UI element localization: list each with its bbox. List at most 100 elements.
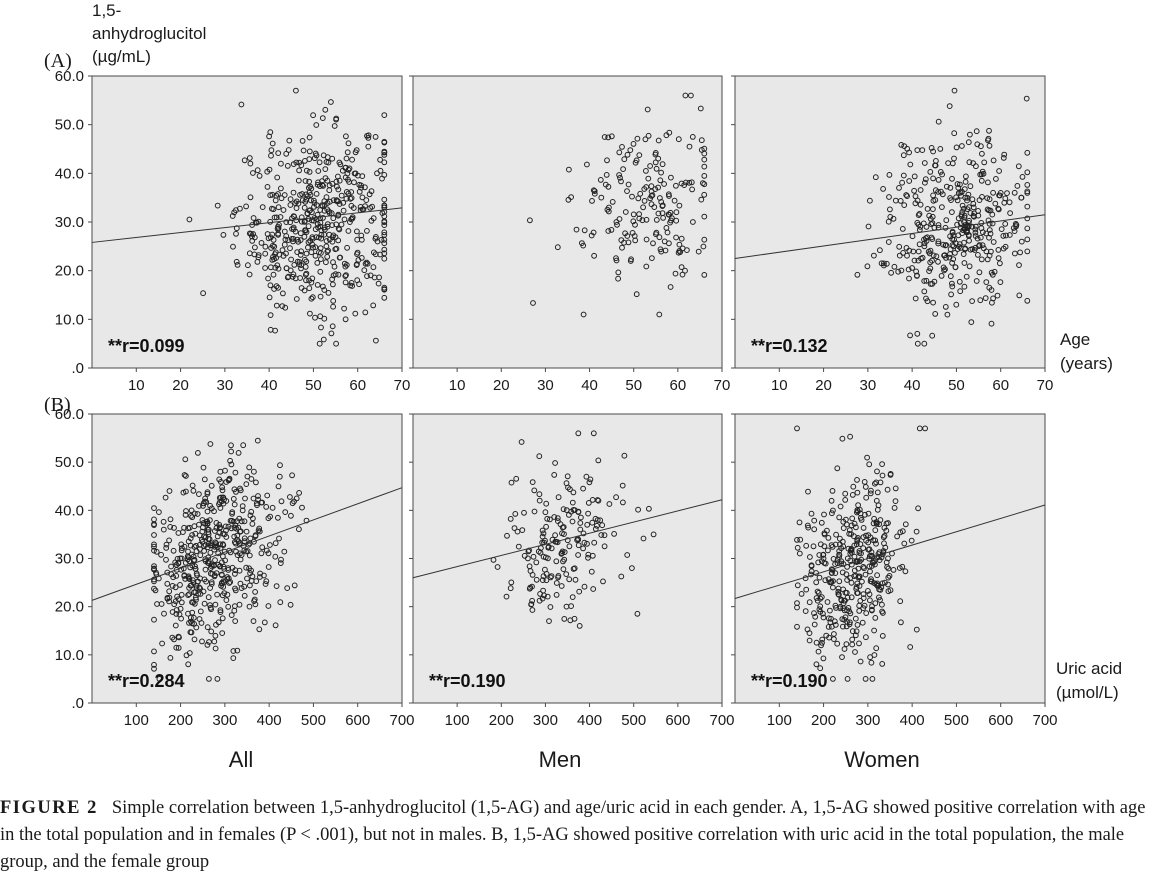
data-point <box>881 540 887 547</box>
data-point <box>854 622 861 628</box>
data-point <box>900 152 907 159</box>
data-point <box>942 242 949 249</box>
data-point <box>862 571 869 578</box>
data-point <box>864 454 870 461</box>
data-point <box>1024 190 1031 196</box>
data-point <box>647 163 653 169</box>
x-tick-label: 200 <box>168 712 193 729</box>
data-point <box>615 275 621 282</box>
data-point <box>815 589 822 596</box>
data-point <box>303 270 310 277</box>
data-point <box>606 501 613 507</box>
figure-svg: 1,5- anhydroglucitol (µg/mL) (A) (B) Age… <box>44 1 1122 772</box>
y-tick-label: 40.0 <box>55 165 84 182</box>
data-point <box>979 150 985 157</box>
data-point <box>675 136 682 143</box>
data-point <box>957 181 963 188</box>
data-point <box>253 219 260 226</box>
data-point <box>955 190 962 197</box>
data-point <box>585 510 591 517</box>
data-point <box>284 274 291 281</box>
data-point <box>212 543 218 550</box>
data-point <box>207 604 214 611</box>
data-point <box>885 520 891 526</box>
data-point <box>552 460 558 466</box>
data-point <box>649 192 656 199</box>
data-point <box>250 215 257 221</box>
data-point <box>935 118 942 125</box>
data-point <box>658 199 665 205</box>
data-point <box>244 548 251 554</box>
data-point <box>947 273 954 280</box>
data-point <box>650 531 657 538</box>
data-point <box>659 161 666 168</box>
data-point <box>313 191 320 197</box>
data-point <box>678 235 685 242</box>
data-point <box>362 260 369 267</box>
data-point <box>310 217 317 224</box>
data-point <box>858 517 865 523</box>
data-point <box>912 193 919 200</box>
data-point <box>346 165 353 172</box>
data-point <box>995 255 1002 262</box>
data-point <box>833 531 839 538</box>
data-point <box>229 213 236 219</box>
data-point <box>637 190 644 197</box>
data-point <box>156 509 162 515</box>
data-point <box>595 457 602 464</box>
data-point <box>990 189 996 196</box>
data-point <box>202 495 209 502</box>
data-point <box>317 293 324 300</box>
data-point <box>225 565 232 571</box>
data-point <box>657 246 664 253</box>
data-point <box>332 234 339 241</box>
data-point <box>1018 238 1025 245</box>
data-point <box>983 230 990 237</box>
data-point <box>269 231 276 238</box>
data-point <box>953 301 960 308</box>
data-point <box>189 609 196 616</box>
data-point <box>869 607 875 614</box>
data-point <box>867 597 873 604</box>
data-point <box>193 624 200 631</box>
data-point <box>806 599 813 606</box>
data-point <box>151 648 157 655</box>
data-point <box>890 215 897 222</box>
data-point <box>627 258 634 264</box>
data-point <box>602 181 609 188</box>
data-point <box>381 222 388 229</box>
data-point <box>899 179 905 186</box>
data-point <box>584 161 590 168</box>
data-point <box>806 637 813 644</box>
data-point <box>935 222 942 228</box>
data-point <box>324 177 331 184</box>
data-point <box>578 514 584 521</box>
data-point <box>830 507 836 514</box>
data-point <box>206 639 212 645</box>
data-point <box>301 204 308 211</box>
data-point <box>634 135 641 142</box>
data-point <box>850 483 857 490</box>
data-point <box>815 648 822 655</box>
scatter-points <box>186 87 388 347</box>
data-point <box>967 246 974 253</box>
data-point <box>946 254 953 261</box>
data-point <box>194 511 201 517</box>
data-point <box>885 574 892 581</box>
x-tick-label: 100 <box>445 712 470 729</box>
data-point <box>954 181 961 187</box>
data-point <box>570 489 577 496</box>
data-point <box>278 498 285 505</box>
data-point <box>880 186 886 192</box>
data-point <box>916 425 923 432</box>
data-point <box>316 340 323 347</box>
data-point <box>663 225 670 231</box>
data-point <box>294 236 301 243</box>
data-point <box>305 244 311 251</box>
data-point <box>873 520 880 527</box>
data-point <box>877 247 883 254</box>
data-point <box>231 209 238 216</box>
data-point <box>932 197 939 203</box>
data-point <box>576 588 583 595</box>
data-point <box>653 165 660 172</box>
